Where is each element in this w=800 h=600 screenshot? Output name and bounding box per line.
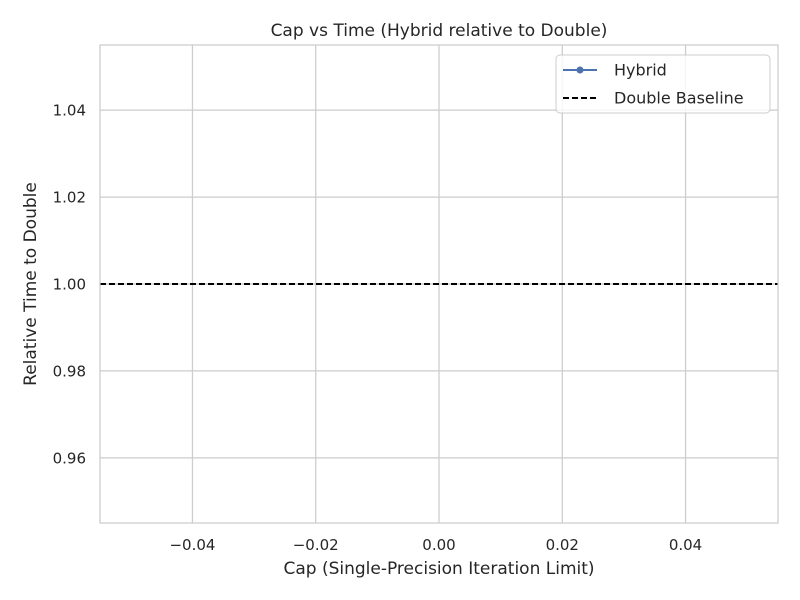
y-tick-label: 1.02	[53, 189, 86, 207]
x-tick-label: 0.02	[546, 536, 579, 554]
x-tick-label: −0.04	[169, 536, 215, 554]
x-tick-label: 0.00	[422, 536, 455, 554]
y-tick-label: 1.00	[53, 276, 86, 294]
x-tick-label: −0.02	[293, 536, 339, 554]
legend-box	[555, 54, 771, 114]
legend-baseline-label: Double Baseline	[614, 89, 744, 108]
y-tick-labels: 0.96 0.98 1.00 1.02 1.04	[53, 102, 86, 468]
y-tick-label: 0.98	[53, 362, 86, 380]
x-axis-title: Cap (Single-Precision Iteration Limit)	[283, 559, 594, 579]
chart-title: Cap vs Time (Hybrid relative to Double)	[271, 21, 608, 41]
y-tick-label: 0.96	[53, 449, 86, 467]
x-tick-label: 0.04	[669, 536, 702, 554]
y-tick-label: 1.04	[53, 102, 86, 120]
legend-hybrid-label: Hybrid	[614, 61, 667, 80]
y-axis-title: Relative Time to Double	[21, 182, 41, 386]
plot-frame	[99, 44, 779, 524]
legend-hybrid-marker	[576, 66, 584, 74]
x-tick-labels: −0.04 −0.02 0.00 0.02 0.04	[169, 536, 702, 554]
legend: Hybrid Double Baseline	[555, 54, 771, 114]
